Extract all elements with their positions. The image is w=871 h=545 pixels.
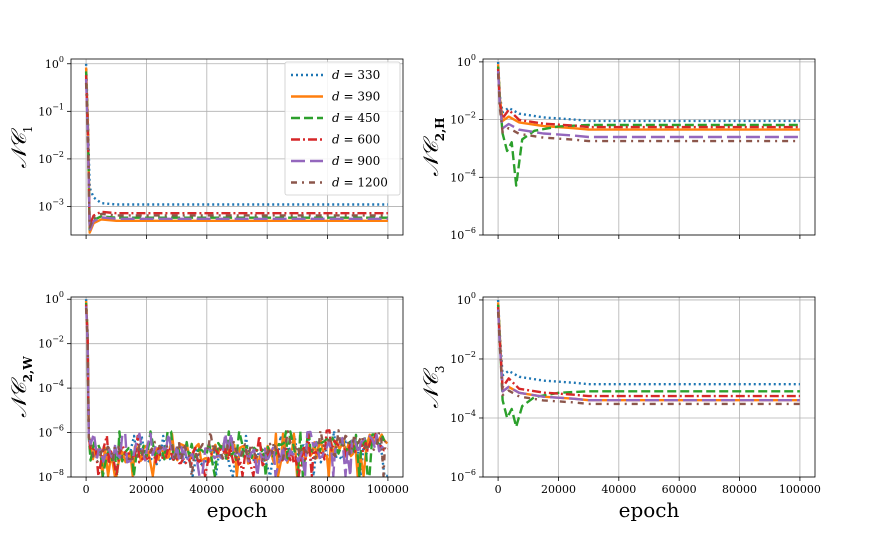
- x-axis-label: epoch: [207, 498, 268, 522]
- y-axis-label: 𝒩𝒞2,H: [419, 117, 447, 176]
- x-tick-label: 60000: [250, 483, 285, 496]
- y-tick-label: 100: [45, 290, 64, 306]
- y-tick-label: 10−4: [450, 409, 476, 425]
- y-axis-label: 𝒩𝒞3: [419, 365, 447, 408]
- legend-label: d = 900: [332, 154, 380, 168]
- x-axis-label: epoch: [619, 498, 680, 522]
- legend: d = 330 d = 390 d = 450 d = 600 d = 900 d = 1…: [284, 61, 401, 196]
- axes-frame: [482, 58, 816, 236]
- y-tick-label: 10−1: [38, 102, 64, 118]
- series-line-d1200: [84, 82, 388, 229]
- series-line-d1200: [496, 73, 800, 143]
- series-line-d450: [496, 304, 800, 428]
- series-line-d330: [496, 299, 800, 386]
- legend-label: d = 1200: [332, 176, 388, 190]
- y-tick-label: 10−6: [450, 468, 476, 484]
- legend-label: d = 390: [332, 90, 380, 104]
- series-line-d900: [496, 309, 800, 402]
- x-tick-label: 100000: [779, 483, 821, 496]
- series-line-d600: [84, 75, 388, 227]
- y-axis-label: 𝒩𝒞2,W: [7, 356, 35, 418]
- y-tick-label: 10−4: [38, 379, 64, 395]
- series-line-d600: [496, 306, 800, 398]
- y-tick-label: 10−4: [450, 168, 476, 184]
- y-tick-label: 10−2: [450, 111, 476, 127]
- y-tick-label: 10−2: [38, 150, 64, 166]
- axes-frame: [70, 58, 404, 236]
- subplot-4: 0 20000 40000 60000 80000 100000 100 10−2 10−4 10…: [419, 291, 821, 522]
- y-tick-label: 10−6: [450, 226, 476, 242]
- series-line-d600: [496, 68, 800, 129]
- legend-label: d = 450: [332, 111, 380, 125]
- series-line-d900: [496, 71, 800, 139]
- x-tick-label: 20000: [129, 483, 164, 496]
- x-tick-label: 100000: [367, 483, 409, 496]
- subplot-2: 100 10−2 10−4 10−6 𝒩𝒞2,H: [419, 53, 816, 242]
- series-line-d1200: [496, 311, 800, 406]
- y-tick-label: 10−8: [38, 468, 64, 484]
- y-tick-label: 10−6: [38, 424, 64, 440]
- y-tick-label: 100: [45, 55, 64, 71]
- series-line-d450: [496, 66, 800, 187]
- series-line-d330: [496, 61, 800, 123]
- y-tick-label: 10−2: [450, 350, 476, 366]
- series-line-d330: [84, 63, 388, 206]
- series-line-d390: [496, 302, 800, 402]
- x-tick-label: 60000: [662, 483, 697, 496]
- legend-label: d = 330: [332, 68, 380, 82]
- y-tick-label: 10−2: [38, 335, 64, 351]
- y-tick-label: 10−3: [38, 197, 64, 213]
- axes-frame: [70, 296, 404, 478]
- y-axis-label: 𝒩𝒞1: [7, 125, 35, 168]
- x-tick-label: 40000: [601, 483, 636, 496]
- subplot-3: 0 20000 40000 60000 80000 100000 100 10−2 10−4 10…: [7, 290, 409, 522]
- series-line-d390: [496, 64, 800, 131]
- legend-label: d = 600: [332, 133, 380, 147]
- y-tick-label: 100: [457, 53, 476, 69]
- x-tick-label: 80000: [722, 483, 757, 496]
- series-line-d900: [84, 78, 388, 232]
- axes-frame: [482, 296, 816, 478]
- x-tick-label: 20000: [541, 483, 576, 496]
- x-tick-label: 0: [495, 483, 502, 496]
- x-tick-label: 80000: [310, 483, 345, 496]
- x-tick-label: 0: [83, 483, 90, 496]
- y-tick-label: 100: [457, 291, 476, 307]
- x-tick-label: 40000: [189, 483, 224, 496]
